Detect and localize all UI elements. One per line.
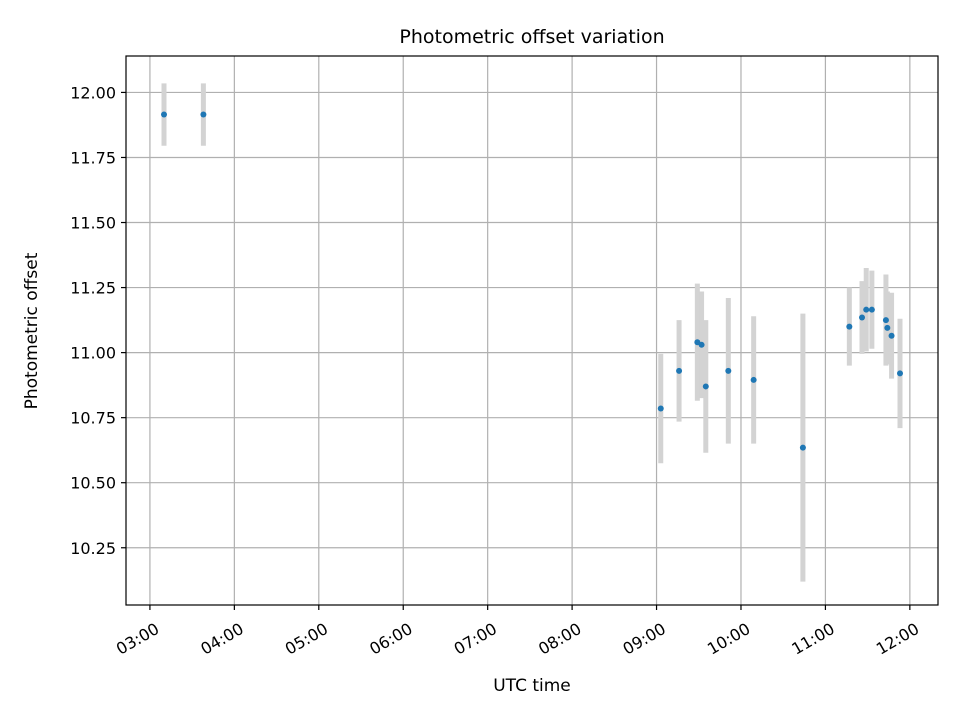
chart-title: Photometric offset variation — [399, 26, 664, 48]
y-tick-label: 11.50 — [70, 214, 116, 233]
data-point — [799, 444, 806, 451]
data-point — [725, 367, 732, 374]
data-point — [676, 367, 683, 374]
y-tick-label: 10.25 — [70, 539, 116, 558]
data-points — [160, 111, 904, 451]
data-point — [698, 341, 705, 348]
y-axis-title: Photometric offset — [22, 252, 42, 409]
data-point — [846, 323, 853, 330]
x-axis-title: UTC time — [493, 676, 571, 696]
y-tick-label: 11.00 — [70, 344, 116, 363]
data-point — [882, 317, 889, 324]
y-tick-label: 10.50 — [70, 474, 116, 493]
data-point — [884, 324, 891, 331]
y-tick-label: 11.75 — [70, 148, 116, 167]
data-point — [750, 376, 757, 383]
data-point — [160, 111, 167, 118]
y-tick-label: 12.00 — [70, 83, 116, 102]
y-tick-label: 11.25 — [70, 279, 116, 298]
y-tick-label: 10.75 — [70, 409, 116, 428]
y-axis-ticks: 10.25 10.50 10.75 11.00 11.25 11.50 11.75 12.00 — [70, 83, 126, 558]
data-point — [657, 405, 664, 412]
data-point — [859, 314, 866, 321]
data-point — [897, 370, 904, 377]
plot-frame — [125, 55, 939, 606]
data-point — [702, 383, 709, 390]
data-point — [888, 332, 895, 339]
data-point — [200, 111, 207, 118]
data-point — [868, 306, 875, 313]
data-point — [863, 306, 870, 313]
